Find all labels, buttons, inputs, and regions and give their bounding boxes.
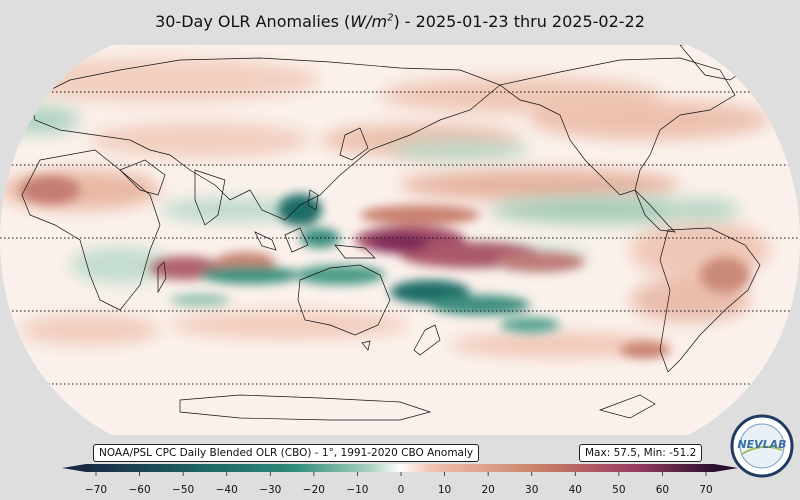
north-america xyxy=(499,57,736,196)
colorbar-extend-max xyxy=(714,464,738,472)
colorbar-tick-label: 70 xyxy=(699,484,712,496)
colorbar-tick-label: 40 xyxy=(569,484,582,496)
colorbar-tick-label: 50 xyxy=(612,484,625,496)
colorbar-extend-min xyxy=(62,464,86,472)
new-zealand xyxy=(413,324,441,356)
anomaly-field xyxy=(0,45,800,435)
colorbar-tick-label: 60 xyxy=(656,484,669,496)
eurasia xyxy=(29,57,501,221)
new-guinea xyxy=(334,244,376,259)
colorbar-tick-label: −40 xyxy=(216,484,238,496)
colorbar-tick-label: −60 xyxy=(128,484,150,496)
coastlines xyxy=(21,45,761,421)
logo-text: NEVLAB xyxy=(737,438,786,451)
colorbar-tick-label: 20 xyxy=(481,484,494,496)
colorbar-tick-label: −30 xyxy=(259,484,281,496)
japan xyxy=(339,127,369,161)
colorbar-tick-label: −20 xyxy=(303,484,325,496)
central-america xyxy=(634,189,676,233)
title-suffix: ) - 2025-01-23 thru 2025-02-22 xyxy=(393,12,645,31)
colorbar-tick-label: −50 xyxy=(172,484,194,496)
colorbar-tick-label: 0 xyxy=(398,484,405,496)
tasmania xyxy=(361,340,371,351)
antarctica xyxy=(179,394,432,421)
colorbar: −70 −60 −50 −40 −30 −20 −10 0 10 20 30 40 50 60 70 xyxy=(62,464,738,496)
antarctic-peninsula xyxy=(598,394,656,419)
colorbar-tick-label: 30 xyxy=(525,484,538,496)
logo-swoosh xyxy=(741,445,783,455)
africa xyxy=(21,149,161,311)
borneo xyxy=(284,227,309,253)
colorbar-gradient xyxy=(86,464,714,472)
australia xyxy=(297,264,391,336)
latitude-gridlines xyxy=(0,91,800,385)
colorbar-tick-label: 10 xyxy=(438,484,451,496)
sumatra xyxy=(254,231,277,251)
colorbar-tick-label: −10 xyxy=(346,484,368,496)
philippines xyxy=(307,189,319,211)
source-label: NOAA/PSL CPC Daily Blended OLR (CBO) - 1… xyxy=(93,444,480,462)
title-prefix: 30-Day OLR Anomalies ( xyxy=(155,12,351,31)
india xyxy=(194,169,226,226)
arabian-peninsula xyxy=(119,159,166,196)
title-unit: W/m xyxy=(350,12,388,31)
madagascar xyxy=(157,261,167,294)
south-america xyxy=(659,227,761,373)
title-unit-exponent: 2 xyxy=(387,12,394,24)
map-title: 30-Day OLR Anomalies (W/m2) - 2025-01-23… xyxy=(0,12,800,31)
stats-label: Max: 57.5, Min: -51.2 xyxy=(579,444,703,462)
colorbar-tick-label: −70 xyxy=(85,484,107,496)
noaa-lab-logo: NEVLAB xyxy=(730,414,794,478)
colorbar-ticks: −70 −60 −50 −40 −30 −20 −10 0 10 20 30 40 50 60 70 xyxy=(85,472,713,496)
